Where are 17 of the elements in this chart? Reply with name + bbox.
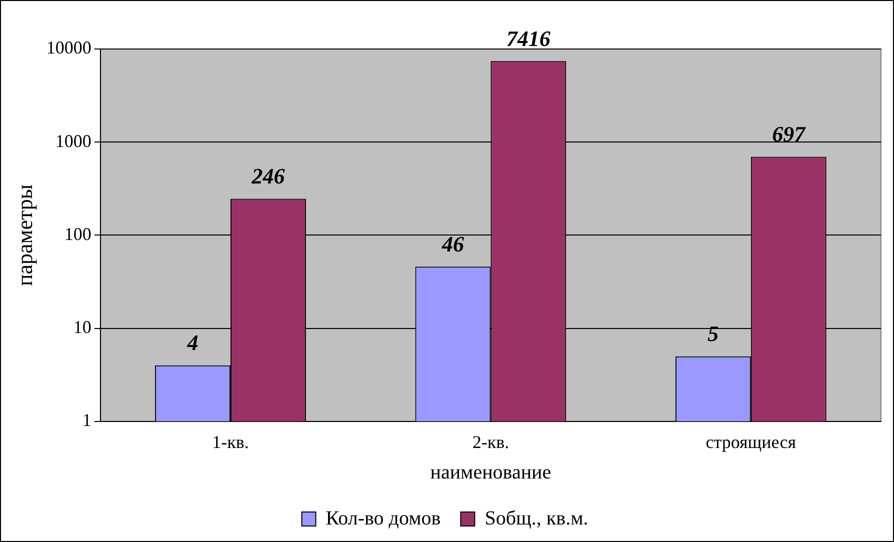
data-label: 7416 (506, 26, 550, 51)
data-label: 4 (186, 330, 198, 356)
x-tick-label: 1-кв. (212, 432, 249, 452)
y-axis-title: параметры (12, 184, 37, 286)
y-tick-label: 10 (73, 317, 92, 338)
x-tick-label: 2-кв. (472, 432, 510, 452)
data-label: 46 (440, 231, 464, 256)
y-tick-label: 100 (64, 224, 92, 244)
y-tick-label: 10000 (46, 38, 92, 58)
legend-label: Кол-во домов (326, 507, 441, 530)
y-tick-label: 1000 (55, 130, 92, 151)
data-label: 246 (250, 163, 285, 188)
legend-label: Sобщ., кв.м. (484, 507, 588, 530)
x-axis-title: наименование (430, 461, 552, 484)
data-label: 697 (772, 121, 806, 146)
x-tick-label: строящиеся (706, 432, 796, 452)
y-tick-label: 1 (82, 410, 92, 430)
